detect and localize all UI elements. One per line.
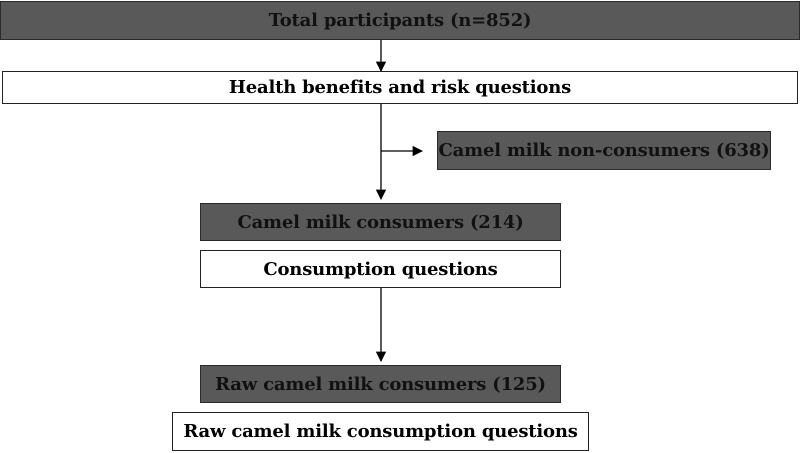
raw-consumption-questions-box: Raw camel milk consumption questions: [172, 412, 589, 451]
health-questions-box: Health benefits and risk questions: [2, 71, 798, 104]
raw-consumers-box: Raw camel milk consumers (125): [200, 365, 561, 403]
consumption-questions-box: Consumption questions: [200, 250, 561, 288]
consumers-label: Camel milk consumers (214): [237, 211, 524, 233]
consumers-box: Camel milk consumers (214): [200, 203, 561, 241]
consumption-questions-label: Consumption questions: [263, 258, 498, 280]
raw-consumption-questions-label: Raw camel milk consumption questions: [183, 421, 578, 442]
total-participants-box: Total participants (n=852): [0, 1, 800, 40]
total-participants-label: Total participants (n=852): [268, 10, 532, 31]
non-consumers-label: Camel milk non-consumers (638): [438, 140, 770, 161]
health-questions-label: Health benefits and risk questions: [228, 77, 572, 98]
non-consumers-box: Camel milk non-consumers (638): [437, 131, 771, 170]
raw-consumers-label: Raw camel milk consumers (125): [215, 373, 546, 395]
